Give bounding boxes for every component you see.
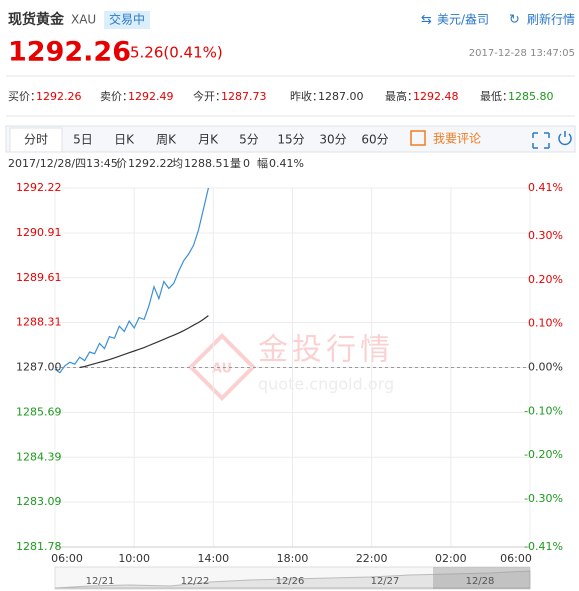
stat-label: 买价： [8,90,41,103]
x-tick-label: 22:00 [356,552,388,565]
x-tick-label: 10:00 [118,552,150,565]
comment-icon[interactable] [410,130,426,146]
navigator-area [54,570,531,589]
x-tick-label: 18:00 [277,552,309,565]
status-label: 价 [116,157,127,170]
x-tick-label: 06:00 [500,552,532,565]
status: 交易中 [109,12,145,27]
status-value: 1292.22 [128,157,174,170]
stat-label: 今开： [193,89,226,103]
close-icon[interactable] [558,131,572,146]
title: 现货黄金 [8,11,65,28]
tab[interactable]: 15分 [277,133,304,147]
x-tick-label: 06:00 [51,552,83,565]
status-value: 0 [243,157,250,170]
watermark-logo-frame [188,333,256,401]
status-value: 1288.51 [184,157,230,170]
stat-label: 昨收： [290,89,323,103]
plot [54,187,531,548]
tab[interactable]: 30分 [319,133,346,147]
status-label: 幅 [257,157,268,170]
y-tick-label: 1281.78 [16,540,62,553]
x-tick-label: 14:00 [197,552,229,565]
tab[interactable]: 周K [156,133,177,147]
y-tick-label: 1289.61 [16,271,62,284]
code: XAU [71,13,96,27]
y2-tick-label: 0.41% [528,181,563,194]
price-line [79,315,209,369]
y-tick-label: 1290.91 [16,226,62,239]
navigator-date: 12/28 [466,576,495,587]
y2-tick-label: 0.30% [528,229,563,242]
tab[interactable]: 5日 [73,133,93,147]
tab[interactable]: 日K [114,133,135,147]
y2-tick-label: 0.00% [528,361,563,374]
stat-value: 1287.73 [221,90,267,103]
stat-label: 最高： [385,89,418,103]
tab-bar [5,125,576,153]
status-value: 0.41% [269,157,304,170]
navigator-date: 12/26 [276,576,305,587]
tab[interactable]: 5分 [239,133,259,147]
y2-tick-label: -0.20% [524,448,563,461]
y2-tick-label: 0.10% [528,317,563,330]
y-tick-label: 1292.22 [16,181,62,194]
navigator-date: 12/21 [86,576,115,587]
stat-value: 1292.49 [128,90,174,103]
stat-value: 1285.80 [508,90,554,103]
active-tab [9,127,63,153]
price: 1292.26 [8,37,131,68]
fullscreen-icon[interactable] [532,132,550,149]
x-tick-label: 02:00 [435,552,467,565]
price-line [54,187,209,374]
y-tick-label: 1284.39 [16,450,62,463]
refresh-icon[interactable]: ↻ [509,13,520,28]
y2-tick-label: 0.20% [528,273,563,286]
status-datetime: 2017/12/28/四13:45 [8,157,118,170]
y-tick-label: 1287.00 [16,361,62,374]
navigator-selection[interactable] [433,567,530,589]
y-tick-label: 1283.09 [16,495,62,508]
navigator-date: 12/22 [181,576,210,587]
stat-label: 最低： [480,90,513,103]
watermark-logo: AU [212,362,232,377]
y-tick-label: 1288.31 [16,315,62,328]
stat-value: 1292.26 [36,90,82,103]
comment[interactable]: 我要评论 [433,132,481,146]
watermark-text: 金投行情 [258,333,394,368]
unit[interactable]: 美元/盎司 [437,13,489,27]
status-badge [104,11,150,29]
quote-time: 2017-12-28 13:47:05 [469,48,575,59]
y2-tick-label: -0.10% [524,404,563,417]
y2-tick-label: -0.41% [524,540,563,553]
unit-icon[interactable]: ⇆ [421,13,432,28]
refresh[interactable]: 刷新行情 [527,12,575,27]
navigator-date: 12/27 [371,576,400,587]
stat-value: 1287.00 [318,90,364,103]
tab[interactable]: 分时 [24,133,48,147]
tab[interactable]: 月K [198,133,219,147]
change: 5.26(0.41%) [130,44,223,62]
stat-label: 卖价： [100,90,133,103]
stat-value: 1292.48 [413,90,459,103]
status-label: 均 [172,157,183,170]
status-label: 量 [230,157,241,170]
tab[interactable]: 60分 [361,133,388,147]
y-tick-label: 1285.69 [16,406,62,419]
y2-tick-label: -0.30% [524,492,563,505]
watermark-url: quote.cngold.org [258,375,394,394]
